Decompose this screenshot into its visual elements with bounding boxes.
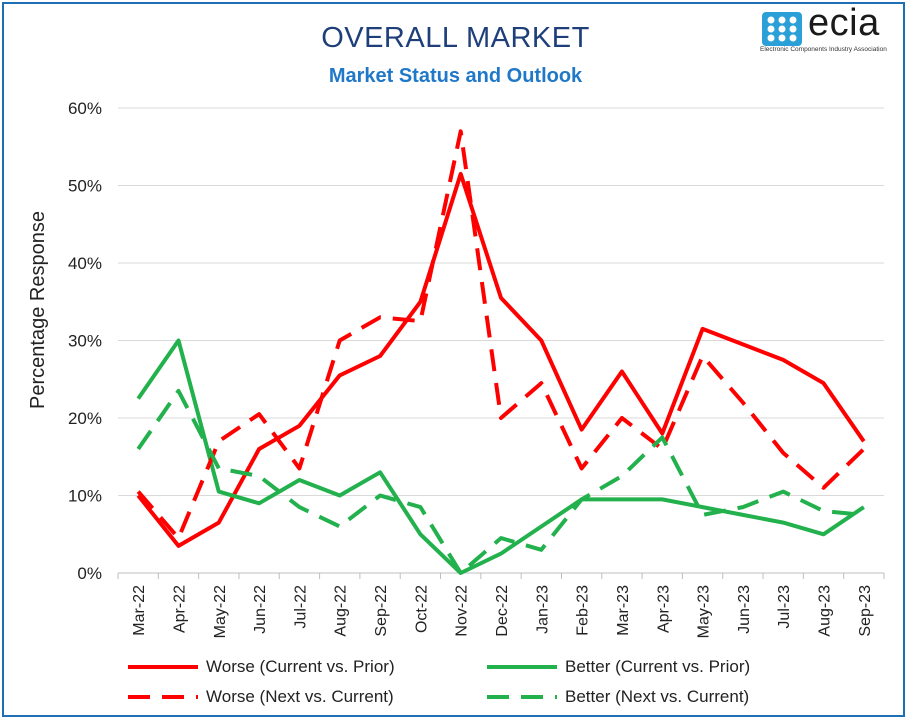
x-tick-label: Jun-23 — [736, 585, 753, 634]
y-tick-label: 20% — [68, 409, 102, 428]
legend: Worse (Current vs. Prior) Worse (Next vs… — [0, 655, 911, 715]
chart-subtitle: Market Status and Outlook — [328, 65, 583, 87]
legend-item-better-current: Better (Current vs. Prior) — [487, 655, 750, 679]
x-tick-label: May-22 — [212, 585, 229, 638]
legend-label: Better (Next vs. Current) — [565, 687, 750, 706]
x-tick-label: Apr-22 — [171, 585, 188, 633]
x-tick-label: Sep-22 — [373, 585, 390, 637]
legend-label: Worse (Current vs. Prior) — [206, 657, 395, 676]
y-axis-label: Percentage Response — [27, 211, 49, 409]
legend-swatch — [487, 665, 557, 669]
legend-swatch — [128, 665, 198, 669]
logo-tagline: Electronic Components Industry Associati… — [760, 46, 887, 53]
x-tick-label: Jul-23 — [776, 585, 793, 629]
x-tick-label: Oct-22 — [413, 585, 430, 633]
legend-item-worse-next: Worse (Next vs. Current) — [128, 685, 394, 709]
x-tick-label: Aug-22 — [333, 585, 350, 637]
y-tick-label: 30% — [68, 332, 102, 351]
logo-wordmark: ecia — [808, 2, 880, 44]
x-tick-label: Mar-23 — [615, 585, 632, 636]
series-line-2 — [136, 338, 865, 575]
x-tick-label: Sep-23 — [857, 585, 874, 637]
series-line-1 — [136, 171, 866, 548]
y-tick-label: 40% — [68, 254, 102, 273]
x-tick-label: May-23 — [696, 585, 713, 638]
y-axis-ticks: 0% 10% 20% 30% 40% 50% 60% — [68, 99, 102, 583]
legend-label: Better (Current vs. Prior) — [565, 657, 751, 676]
legend-swatch — [487, 695, 557, 699]
ecia-logo: ecia Electronic Components Industry Asso… — [760, 2, 900, 60]
x-tick-label: Apr-23 — [655, 585, 672, 633]
series-line-4 — [136, 388, 864, 575]
x-tick-label: Jun-22 — [252, 585, 269, 634]
x-tick-label: Jan-23 — [534, 585, 551, 634]
legend-item-better-next: Better (Next vs. Current) — [487, 685, 749, 709]
y-tick-label: 60% — [68, 99, 102, 118]
legend-swatch — [128, 695, 198, 699]
x-tick-label: Dec-22 — [494, 585, 511, 637]
legend-label: Worse (Next vs. Current) — [206, 687, 394, 706]
series-lines — [136, 129, 866, 575]
y-tick-label: 10% — [68, 487, 102, 506]
gridlines — [118, 107, 884, 574]
x-tick-label: Feb-23 — [575, 585, 592, 636]
x-tick-label: Aug-23 — [817, 585, 834, 637]
x-tick-label: Nov-22 — [454, 585, 471, 637]
legend-item-worse-current: Worse (Current vs. Prior) — [128, 655, 395, 679]
x-axis-ticks: Mar-22 Apr-22 May-22 Jun-22 Jul-22 Aug-22 Sep-… — [117, 573, 885, 638]
y-tick-label: 0% — [77, 564, 102, 583]
series-line-3 — [136, 129, 866, 541]
x-tick-label: Mar-22 — [131, 585, 148, 636]
ecia-logo-icon — [762, 12, 802, 46]
chart-title: OVERALL MARKET — [321, 22, 590, 54]
y-tick-label: 50% — [68, 177, 102, 196]
x-tick-label: Jul-22 — [292, 585, 309, 629]
